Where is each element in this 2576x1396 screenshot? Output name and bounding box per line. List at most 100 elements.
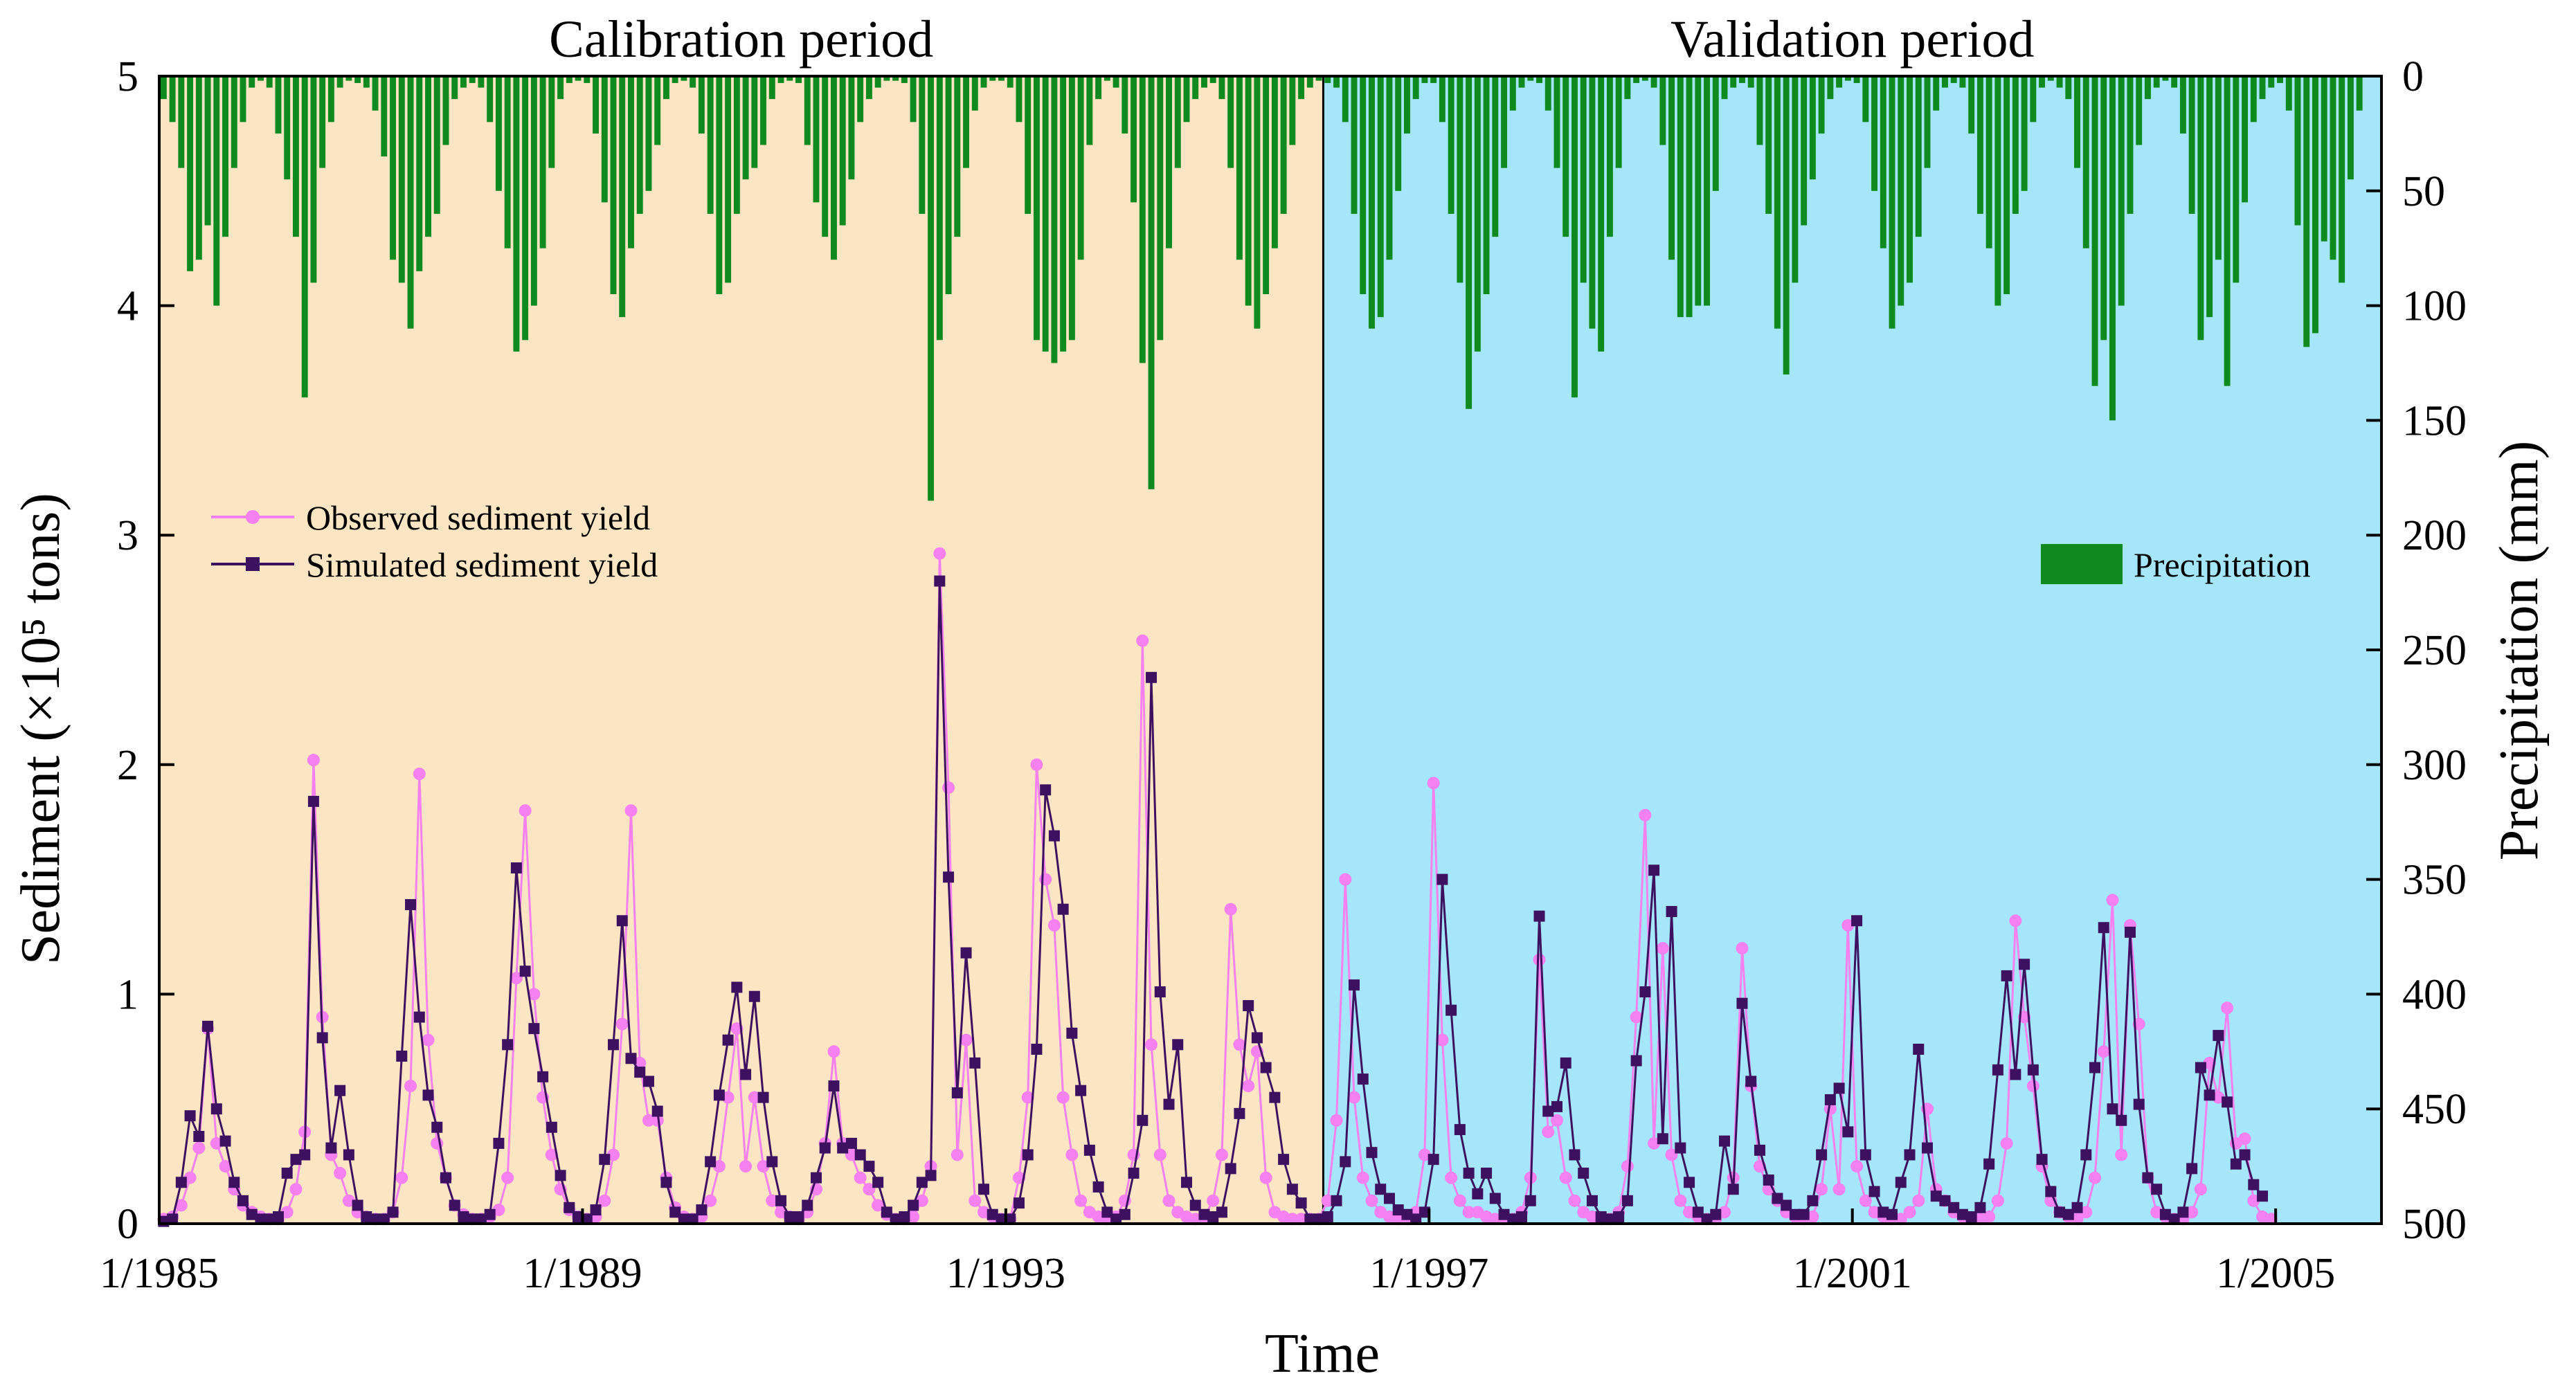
observed-point xyxy=(334,1167,347,1180)
precipitation-bar xyxy=(716,76,723,295)
simulated-point xyxy=(1481,1168,1493,1179)
precipitation-bar xyxy=(1386,76,1393,260)
observed-point xyxy=(1215,1148,1228,1161)
observed-point xyxy=(219,1160,232,1173)
precipitation-bar xyxy=(1844,76,1851,81)
simulated-point xyxy=(669,1206,681,1218)
simulated-point xyxy=(660,1177,672,1188)
simulated-point xyxy=(1913,1043,1925,1055)
simulated-point xyxy=(1789,1208,1801,1220)
observed-point xyxy=(854,1171,867,1184)
precipitation-bar xyxy=(910,76,917,123)
observed-point xyxy=(1832,1183,1846,1196)
precipitation-bar xyxy=(945,76,952,295)
simulated-point xyxy=(863,1161,875,1172)
precipitation-bar xyxy=(354,76,361,83)
observed-point xyxy=(1648,1136,1661,1150)
simulated-point xyxy=(396,1050,408,1062)
precipitation-bar xyxy=(204,76,211,226)
simulated-point xyxy=(1560,1057,1571,1069)
simulated-point xyxy=(352,1199,363,1211)
simulated-point xyxy=(599,1154,611,1166)
precipitation-bar xyxy=(601,76,608,203)
precipitation-bar xyxy=(222,76,228,237)
simulated-point xyxy=(1921,1142,1933,1154)
observed-point xyxy=(1021,1091,1034,1104)
simulated-point xyxy=(1507,1213,1519,1225)
simulated-point xyxy=(370,1213,381,1225)
simulated-point xyxy=(413,1011,425,1023)
simulated-point xyxy=(264,1213,276,1225)
simulated-point xyxy=(678,1213,690,1225)
simulated-point xyxy=(872,1177,884,1188)
precipitation-bar xyxy=(548,76,555,168)
precipitation-bar xyxy=(1492,76,1499,237)
simulated-point xyxy=(1772,1193,1783,1204)
precipitation-bar xyxy=(751,76,758,168)
simulated-point xyxy=(1260,1062,1272,1073)
simulated-point xyxy=(440,1172,451,1184)
x-tick-label: 1/1997 xyxy=(1369,1250,1488,1297)
simulated-point xyxy=(1225,1163,1236,1175)
simulated-point xyxy=(2124,926,2136,938)
y-right-tick-label: 350 xyxy=(2402,857,2467,904)
simulated-point xyxy=(634,1067,646,1078)
y-left-tick-label: 3 xyxy=(117,512,138,559)
simulated-point xyxy=(1349,979,1360,991)
precipitation-bar xyxy=(1324,76,1331,83)
simulated-sediment-series xyxy=(158,575,2269,1227)
precipitation-bar xyxy=(1580,76,1587,283)
observed-point xyxy=(1542,1125,1555,1139)
observed-point xyxy=(183,1171,197,1184)
simulated-point xyxy=(1472,1188,1484,1199)
precipitation-bar xyxy=(1747,76,1754,88)
precipitation-bar xyxy=(742,76,749,180)
simulated-point xyxy=(996,1213,1007,1225)
simulated-point xyxy=(1604,1213,1616,1225)
simulated-point xyxy=(687,1213,699,1225)
observed-line xyxy=(163,553,2272,1221)
observed-point xyxy=(1991,1194,2004,1207)
simulated-point xyxy=(2027,1064,2039,1076)
precipitation-bar xyxy=(998,76,1005,81)
precipitation-bar xyxy=(1351,76,1358,214)
simulated-point xyxy=(1524,1195,1536,1206)
observed-point xyxy=(721,1091,735,1104)
precipitation-bar xyxy=(213,76,220,306)
legend-simulated: Simulated sediment yield xyxy=(211,545,658,584)
simulated-point xyxy=(325,1142,337,1154)
observed-point xyxy=(827,1045,840,1058)
simulated-point xyxy=(1154,986,1166,998)
precipitation-bar xyxy=(2136,76,2143,145)
observed-point xyxy=(519,804,532,817)
simulated-point xyxy=(1092,1181,1104,1193)
observed-point xyxy=(1242,1080,1255,1093)
precipitation-bar xyxy=(1695,76,1702,306)
precipitation-bar xyxy=(1457,76,1463,283)
precipitation-bar xyxy=(284,76,291,180)
simulated-point xyxy=(1427,1154,1439,1166)
observed-point xyxy=(1436,1033,1449,1046)
precipitation-bar xyxy=(178,76,185,168)
simulated-point xyxy=(2248,1179,2260,1190)
precipitation-bar xyxy=(2285,76,2292,111)
precipitation-bar xyxy=(1615,76,1622,168)
precipitation-bar xyxy=(1792,76,1799,283)
simulated-point xyxy=(1357,1073,1369,1085)
y-left-tick-label: 0 xyxy=(117,1201,138,1248)
simulated-point xyxy=(167,1213,179,1225)
x-tick-label: 1/1993 xyxy=(946,1250,1065,1297)
simulated-point xyxy=(1189,1199,1201,1211)
precipitation-bar xyxy=(1245,76,1252,306)
precipitation-bar xyxy=(1042,76,1049,352)
precipitation-bar xyxy=(1924,76,1931,168)
precipitation-bar xyxy=(2021,76,2028,191)
observed-point xyxy=(2247,1194,2260,1207)
simulated-point xyxy=(2080,1149,2092,1161)
precipitation-bar xyxy=(1148,76,1155,489)
precipitation-bar xyxy=(487,76,494,123)
precipitation-bar xyxy=(1641,76,1648,81)
observed-point xyxy=(2212,1091,2225,1104)
simulated-point xyxy=(1807,1195,1819,1206)
precipitation-bars xyxy=(160,76,2363,501)
